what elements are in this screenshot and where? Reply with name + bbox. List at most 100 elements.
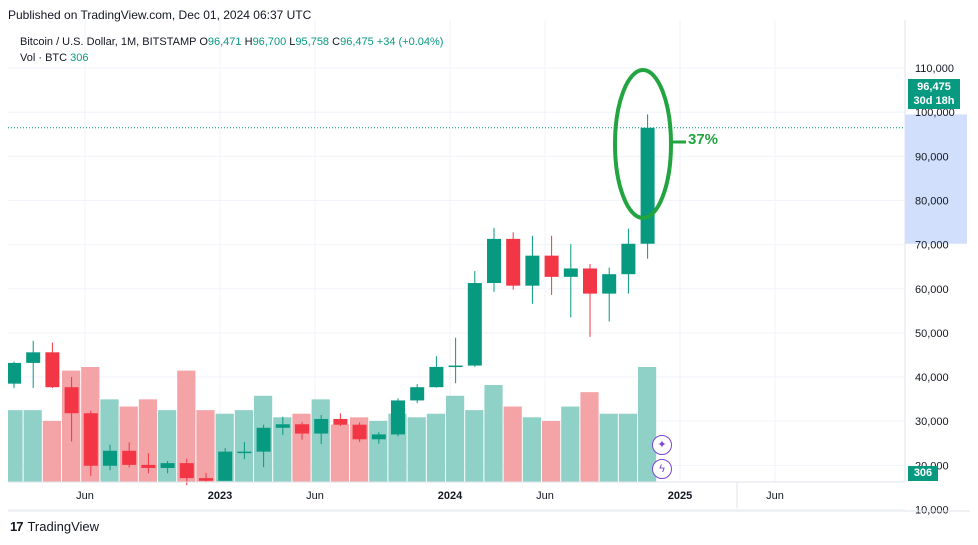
candle-body	[487, 238, 501, 284]
last-price-value: 96,475	[917, 81, 951, 93]
candle-body	[602, 274, 617, 294]
price-axis: 110,000 100,000 90,000 80,000 70,000 60,000 50…	[915, 63, 955, 516]
low-label: L	[289, 36, 296, 48]
candle	[256, 424, 271, 468]
volume-bar	[638, 367, 657, 482]
candle-body	[83, 413, 98, 466]
candle-body	[467, 283, 482, 366]
lightning-icon[interactable]: ϟ	[652, 459, 672, 479]
candle-body	[237, 451, 252, 454]
candle-body	[563, 268, 578, 277]
candle	[218, 448, 233, 481]
candle	[487, 227, 501, 292]
volume-bar	[177, 370, 196, 482]
volume-bar	[561, 406, 580, 482]
sparkle-icon[interactable]: ✦	[652, 435, 672, 455]
volume-bar	[369, 420, 388, 482]
symbol-name: Bitcoin / U.S. Dollar, 1M, BITSTAMP	[20, 36, 197, 48]
time-tick-label: 2024	[438, 490, 463, 502]
candle	[525, 235, 540, 304]
volume-bar	[42, 420, 61, 482]
volume-tag: 306	[908, 466, 938, 481]
candle-body	[45, 352, 60, 388]
volume-bar	[330, 424, 349, 482]
close-label: C	[332, 36, 341, 48]
close-value: 96,475	[340, 36, 374, 48]
candle	[8, 361, 21, 389]
volume-bar	[522, 417, 541, 482]
candle	[275, 416, 290, 435]
price-tick-label: 90,000	[915, 151, 949, 163]
candle-body	[160, 463, 175, 468]
highlight-ellipse	[613, 68, 673, 220]
candle	[237, 441, 252, 460]
candle	[583, 264, 597, 337]
candle	[295, 422, 309, 440]
volume-bar	[273, 417, 292, 482]
time-tick-label: Jun	[306, 490, 324, 502]
candle-body	[506, 238, 521, 286]
high-value: 96,700	[252, 36, 287, 48]
candle	[103, 444, 117, 471]
open-label: O	[199, 36, 208, 48]
candle-body	[64, 387, 79, 414]
candle-body	[371, 434, 386, 440]
time-tick-label: Jun	[76, 490, 94, 502]
price-tick-label: 100,000	[915, 107, 955, 119]
candle	[26, 340, 41, 389]
candle-body	[583, 268, 597, 294]
volume-label: Vol · BTC	[20, 52, 68, 64]
candle-body	[179, 463, 194, 479]
candle-body	[8, 362, 21, 384]
bar-countdown: 30d 18h	[913, 95, 955, 107]
percent-annotation: 37%	[688, 131, 719, 148]
candles	[8, 114, 655, 486]
volume-bar	[542, 420, 561, 482]
price-tick-label: 110,000	[915, 63, 954, 75]
candle	[160, 460, 175, 474]
brand-name: TradingView	[27, 519, 100, 534]
candle-body	[26, 352, 41, 363]
candle-body	[621, 243, 636, 275]
candle	[333, 413, 348, 427]
candle-body	[391, 400, 405, 435]
candle-body	[218, 451, 233, 481]
candle	[179, 458, 194, 486]
candle	[544, 235, 559, 295]
volume-value: 306	[70, 52, 89, 64]
price-tick-label: 30,000	[915, 416, 949, 428]
open-value: 96,471	[207, 36, 242, 48]
price-highlight-band	[905, 114, 967, 244]
candle	[410, 384, 425, 404]
candle-body	[103, 450, 117, 466]
candle-body	[333, 418, 348, 425]
candle	[45, 342, 60, 389]
candle	[314, 415, 329, 445]
tradingview-logo[interactable]: 17 TradingView	[10, 519, 99, 534]
candle-body	[314, 418, 329, 434]
logo-mark: 17	[10, 519, 24, 534]
volume-bar	[618, 413, 637, 482]
volume-bar	[599, 413, 618, 482]
candle	[467, 271, 482, 367]
volume-bar	[23, 410, 42, 482]
time-tick-label: 2025	[668, 490, 692, 502]
publish-line: Published on TradingView.com, Dec 01, 20…	[8, 8, 312, 22]
low-value: 95,758	[295, 36, 330, 48]
time-axis: Jun 2023 Jun 2024 Jun 2025 Jun	[76, 482, 784, 508]
candle	[640, 114, 655, 259]
time-tick-label: 2023	[208, 490, 232, 502]
candle-body	[640, 127, 655, 244]
high-label: H	[244, 36, 253, 48]
candle-body	[275, 424, 290, 428]
time-tick-label: Jun	[536, 490, 554, 502]
candle	[621, 228, 636, 294]
volume-bar	[138, 399, 157, 482]
volume-legend: Vol · BTC 306	[20, 52, 89, 64]
candle	[64, 377, 79, 442]
volume-bar	[503, 406, 522, 482]
candle	[199, 472, 213, 482]
candle	[352, 422, 367, 442]
candle	[83, 410, 98, 476]
